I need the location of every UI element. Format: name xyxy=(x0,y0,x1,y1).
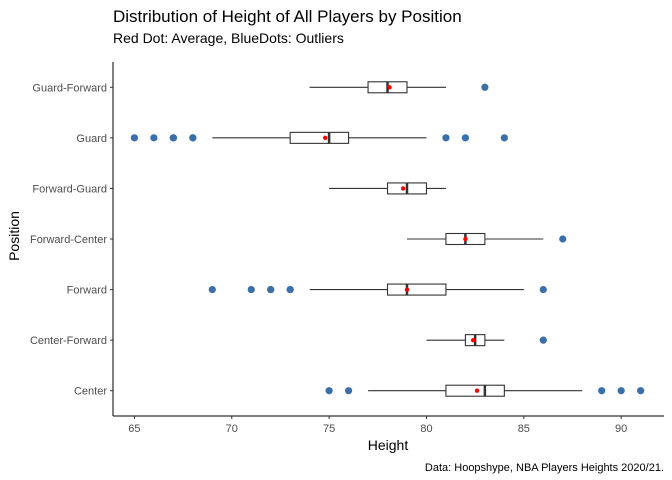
outlier-point xyxy=(189,134,197,142)
outlier-point xyxy=(598,387,606,395)
mean-point xyxy=(400,186,406,191)
x-tick-label: 90 xyxy=(615,423,627,435)
box-group-center xyxy=(325,384,645,397)
outlier-point xyxy=(130,134,139,142)
box xyxy=(289,131,350,144)
outlier-point xyxy=(286,285,294,294)
box-group-guard-forward xyxy=(309,81,489,94)
chart-caption: Data: Hoopshype, NBA Players Heights 202… xyxy=(425,462,664,474)
outlier-point xyxy=(208,285,216,294)
box-group-center-forward xyxy=(426,334,547,347)
mean-point xyxy=(404,287,410,292)
outlier-point xyxy=(325,387,333,395)
x-axis-label: Height xyxy=(368,437,409,453)
y-tick-label: Center xyxy=(74,386,107,398)
y-axis-ticks: Guard-Forward Guard Forward-Guard Forward-C… xyxy=(30,82,113,398)
outlier-point xyxy=(637,387,645,395)
mean-point xyxy=(470,337,476,343)
box-group-guard xyxy=(130,131,508,144)
y-tick-label: Forward-Center xyxy=(30,234,107,246)
outlier-point xyxy=(539,336,547,344)
box-group-forward-guard xyxy=(329,182,446,195)
box-group-forward xyxy=(208,283,547,296)
mean-point xyxy=(323,135,328,141)
x-tick-label: 65 xyxy=(128,423,140,435)
y-axis-label: Position xyxy=(6,211,22,261)
plot-area xyxy=(130,81,645,397)
y-tick-label: Guard-Forward xyxy=(32,82,107,94)
outlier-point xyxy=(461,134,470,142)
x-tick-label: 80 xyxy=(420,423,432,435)
box xyxy=(386,283,447,296)
outlier-point xyxy=(169,134,177,142)
outlier-point xyxy=(442,134,450,142)
y-tick-label: Forward xyxy=(67,285,107,297)
mean-point xyxy=(474,388,480,393)
outlier-point xyxy=(481,83,489,91)
x-tick-label: 75 xyxy=(323,423,335,435)
outlier-point xyxy=(247,285,255,294)
mean-point xyxy=(387,85,392,90)
chart-subtitle: Red Dot: Average, BlueDots: Outliers xyxy=(113,30,344,46)
outlier-point xyxy=(267,285,275,294)
chart-title: Distribution of Height of All Players by… xyxy=(113,7,462,26)
outlier-point xyxy=(500,134,508,142)
outlier-point xyxy=(539,285,547,294)
box-group-forward-center xyxy=(406,232,567,246)
outlier-point xyxy=(617,387,625,395)
y-tick-label: Guard xyxy=(76,133,107,145)
x-tick-label: 85 xyxy=(518,423,530,435)
y-tick-label: Forward-Guard xyxy=(32,183,107,195)
x-axis-ticks: 65 70 75 80 85 90 xyxy=(128,416,627,435)
y-tick-label: Center-Forward xyxy=(30,335,107,347)
outlier-point xyxy=(344,387,353,395)
outlier-point xyxy=(559,235,567,243)
mean-point xyxy=(463,236,468,242)
x-tick-label: 70 xyxy=(226,423,238,435)
outlier-point xyxy=(150,134,158,142)
